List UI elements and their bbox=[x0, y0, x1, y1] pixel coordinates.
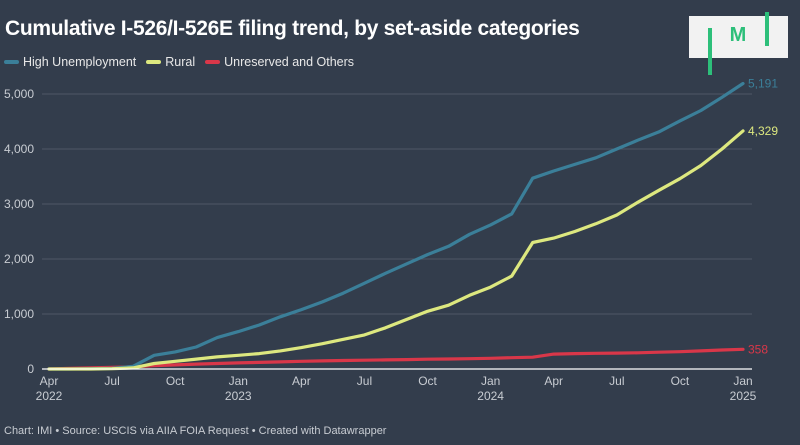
logo-bar-left bbox=[708, 28, 712, 75]
x-tick-label: Apr bbox=[292, 374, 311, 388]
series-line-high-unemployment bbox=[47, 81, 745, 371]
end-value-label: 4,329 bbox=[748, 124, 778, 138]
y-tick-label: 3,000 bbox=[4, 197, 34, 211]
y-tick-label: 0 bbox=[27, 362, 34, 376]
x-tick-label: Jul bbox=[609, 374, 624, 388]
legend-label: High Unemployment bbox=[23, 55, 137, 69]
y-tick-label: 4,000 bbox=[4, 142, 34, 156]
legend-item-high-unemployment: High Unemployment bbox=[4, 55, 136, 69]
legend-swatch-rural bbox=[146, 60, 162, 64]
logo-text: M bbox=[729, 24, 748, 46]
x-tick-label: Oct bbox=[166, 374, 185, 388]
x-tick-label: Oct bbox=[418, 374, 437, 388]
end-value-label: 5,191 bbox=[748, 76, 778, 90]
logo-bar-right bbox=[765, 12, 769, 46]
legend-swatch-high-unemployment bbox=[4, 60, 19, 64]
series-line-unreserved-and-others bbox=[47, 347, 745, 371]
legend-item-rural: Rural bbox=[146, 55, 195, 69]
chart-footer: Chart: IMI • Source: USCIS via AIIA FOIA… bbox=[4, 425, 387, 437]
imi-logo: M bbox=[689, 12, 788, 75]
end-value-label: 358 bbox=[748, 342, 768, 356]
x-tick-label: Jan bbox=[733, 374, 752, 388]
legend-swatch-unreserved bbox=[205, 60, 221, 64]
x-tick-label: Apr bbox=[40, 374, 59, 388]
x-tick-label: Jan bbox=[481, 374, 500, 388]
legend-item-unreserved: Unreserved and Others bbox=[205, 55, 354, 69]
x-tick-year-label: 2024 bbox=[477, 389, 504, 403]
series-lines bbox=[42, 81, 752, 371]
chart-title: Cumulative I-526/I-526E filing trend, by… bbox=[5, 17, 580, 40]
x-tick-label: Jan bbox=[229, 374, 248, 388]
end-labels: 5,191 4,329 358 bbox=[748, 76, 778, 356]
legend-label: Unreserved and Others bbox=[224, 55, 355, 69]
y-tick-label: 5,000 bbox=[4, 87, 34, 101]
gridlines bbox=[42, 93, 752, 315]
x-tick-year-label: 2022 bbox=[36, 389, 63, 403]
legend-label: Rural bbox=[165, 55, 196, 69]
x-tick-label: Apr bbox=[544, 374, 563, 388]
x-tick-year-label: 2023 bbox=[225, 389, 252, 403]
legend: High Unemployment Rural Unreserved and O… bbox=[4, 55, 364, 69]
series-line-rural bbox=[47, 129, 745, 371]
x-tick-year-label: 2025 bbox=[730, 389, 757, 403]
x-tick-label: Jul bbox=[104, 374, 119, 388]
x-tick-label: Jul bbox=[357, 374, 372, 388]
y-tick-label: 1,000 bbox=[4, 307, 34, 321]
y-tick-label: 2,000 bbox=[4, 252, 34, 266]
y-axis-ticks: 0 1,000 2,000 3,000 4,000 5,000 bbox=[4, 87, 34, 376]
x-tick-label: Oct bbox=[671, 374, 690, 388]
